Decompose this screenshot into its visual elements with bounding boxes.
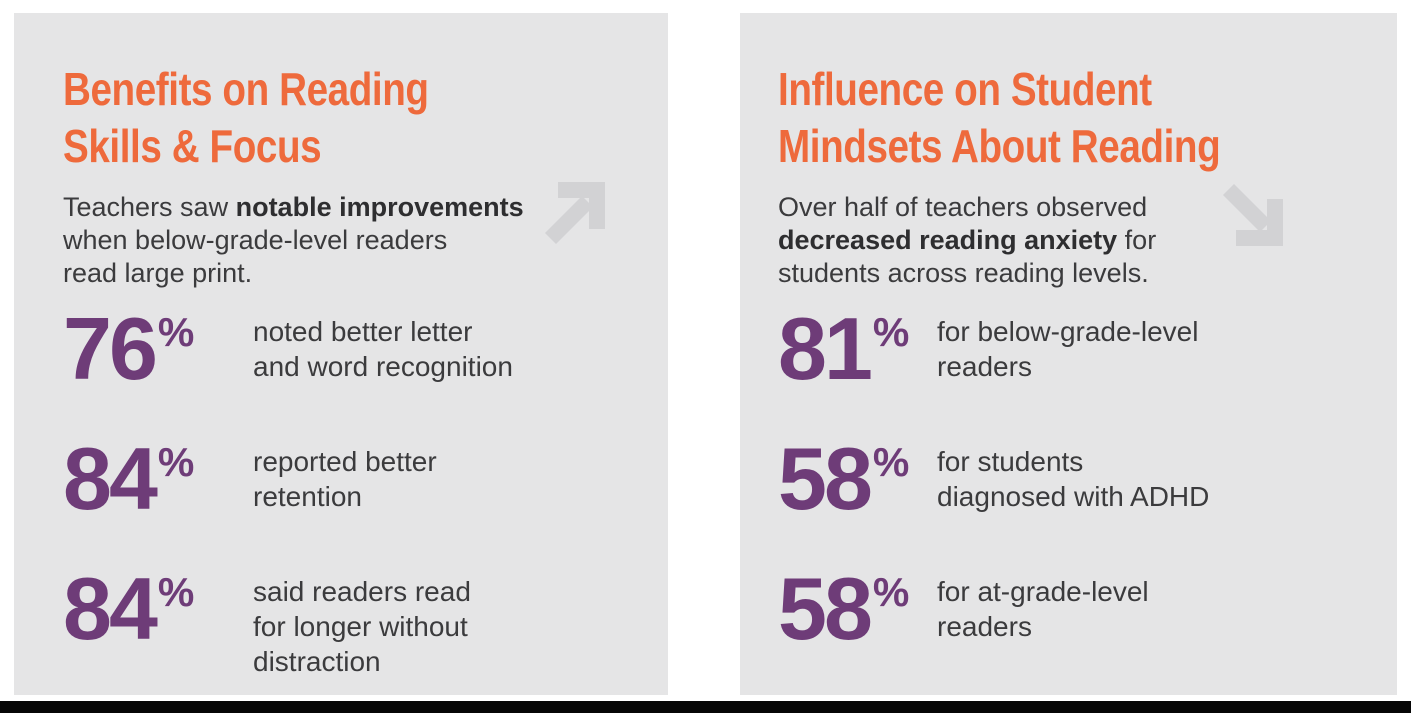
stat-label: for at-grade-level readers bbox=[937, 576, 1149, 642]
stat-value: 84 bbox=[63, 429, 158, 528]
benefits-panel-title: Benefits on Reading Skills & Focus bbox=[63, 63, 429, 172]
stat-label: noted better letter and word recognition bbox=[253, 316, 513, 382]
bottom-black-bar bbox=[0, 701, 1411, 713]
mindsets-panel-subtitle: Over half of teachers observed decreased … bbox=[778, 192, 1157, 288]
stat-percent-sign: % bbox=[157, 569, 195, 615]
stat-row-at-grade-readers: 58% for at-grade-level readers bbox=[778, 565, 1338, 695]
mindsets-panel-title: Influence on Student Mindsets About Readi… bbox=[778, 63, 1221, 172]
stat-percent-sign: % bbox=[157, 309, 195, 355]
stat-figure: 81% bbox=[778, 305, 937, 393]
mindsets-stats-list: 81% for below-grade-level readers 58% for… bbox=[778, 305, 1338, 695]
stat-figure: 84% bbox=[63, 565, 253, 653]
stat-row-letter-word-recognition: 76% noted better letter and word recognit… bbox=[63, 305, 603, 435]
benefits-panel-subtitle: Teachers saw notable improvements when be… bbox=[63, 192, 524, 288]
stat-value: 58 bbox=[778, 429, 873, 528]
stat-label: for below-grade-level readers bbox=[937, 316, 1199, 382]
arrow-down-right-icon bbox=[1223, 180, 1283, 246]
benefits-stats-list: 76% noted better letter and word recognit… bbox=[63, 305, 603, 695]
stat-figure: 58% bbox=[778, 565, 937, 653]
stat-value: 76 bbox=[63, 299, 158, 398]
stat-percent-sign: % bbox=[157, 439, 195, 485]
stat-value: 84 bbox=[63, 559, 158, 658]
stat-percent-sign: % bbox=[872, 309, 910, 355]
stat-label: for students diagnosed with ADHD bbox=[937, 446, 1210, 512]
stat-figure: 58% bbox=[778, 435, 937, 523]
stat-percent-sign: % bbox=[872, 439, 910, 485]
stat-label: reported better retention bbox=[253, 446, 437, 512]
stat-figure: 84% bbox=[63, 435, 253, 523]
stat-figure: 76% bbox=[63, 305, 253, 393]
arrow-up-right-icon bbox=[545, 182, 605, 248]
stat-row-below-grade-readers: 81% for below-grade-level readers bbox=[778, 305, 1338, 435]
stat-row-adhd-students: 58% for students diagnosed with ADHD bbox=[778, 435, 1338, 565]
stat-value: 58 bbox=[778, 559, 873, 658]
stat-row-retention: 84% reported better retention bbox=[63, 435, 603, 565]
stat-label: said readers read for longer without distr… bbox=[253, 576, 471, 677]
benefits-panel: Benefits on Reading Skills & Focus Teache… bbox=[14, 13, 668, 695]
mindsets-panel: Influence on Student Mindsets About Readi… bbox=[740, 13, 1397, 695]
stat-row-longer-reading: 84% said readers read for longer without d… bbox=[63, 565, 603, 695]
stat-percent-sign: % bbox=[872, 569, 910, 615]
stat-value: 81 bbox=[778, 299, 873, 398]
